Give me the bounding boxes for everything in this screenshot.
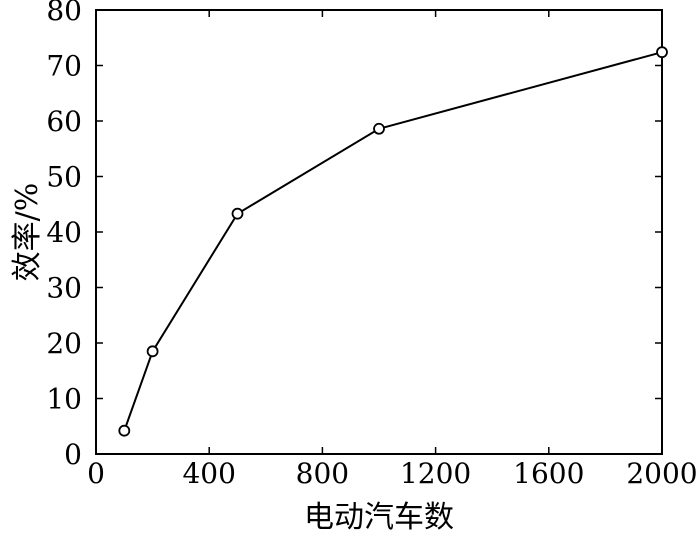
plot-frame	[95, 9, 663, 455]
y-tick-label: 50	[46, 161, 82, 194]
data-point	[231, 207, 244, 220]
y-axis-label: 效率/%	[10, 183, 45, 282]
data-point	[656, 46, 668, 59]
y-tick-label: 0	[64, 438, 82, 471]
x-tick-label: 400	[182, 457, 235, 490]
y-tick-label: 30	[46, 272, 82, 305]
x-tick-label: 2000	[626, 457, 697, 490]
y-tick-label: 10	[46, 383, 82, 416]
y-tick-label: 70	[46, 50, 82, 83]
axis-tick-labels: 0 400 800 1200 1600 2000 0 10 20 30 40 50 60 70 80	[46, 0, 697, 490]
data-point	[146, 345, 159, 358]
x-tick-label: 0	[87, 457, 105, 490]
data-point	[118, 424, 131, 437]
y-tick-label: 80	[46, 0, 82, 27]
series-line	[123, 51, 663, 432]
x-tick-label: 800	[296, 457, 349, 490]
y-tick-label: 20	[46, 327, 82, 360]
series-group	[118, 46, 668, 437]
y-tick-label: 40	[46, 216, 82, 249]
x-axis-label: 电动汽车数	[304, 500, 454, 535]
axis-ticks	[95, 9, 663, 455]
x-tick-label: 1200	[400, 457, 471, 490]
x-tick-label: 1600	[513, 457, 584, 490]
y-tick-label: 60	[46, 105, 82, 138]
data-point	[373, 122, 385, 135]
